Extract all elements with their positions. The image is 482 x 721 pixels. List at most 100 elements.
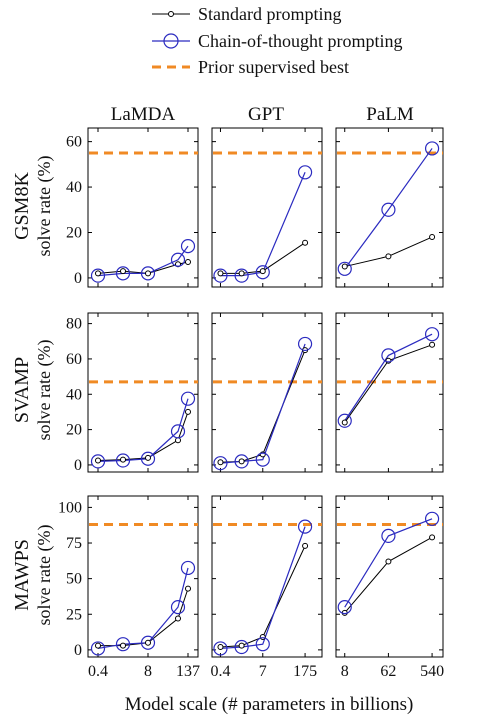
column-title-palm: PaLM (366, 104, 414, 125)
cot-point (115, 266, 131, 281)
standard-point (120, 268, 126, 275)
cot-point (170, 600, 186, 615)
standard-point (185, 585, 191, 592)
x-tick-label: 0.4 (210, 663, 230, 680)
panel-gsm8k-palm (335, 127, 444, 288)
cot-series-line (220, 343, 306, 464)
legend-prior-label: Prior supervised best (198, 57, 349, 77)
cot-point (424, 141, 440, 156)
panel-frame (87, 495, 199, 658)
legend-cot-marker (163, 33, 179, 49)
standard-point (259, 634, 266, 641)
cot-point (213, 268, 228, 283)
standard-series-line (220, 242, 306, 274)
x-tick-label: 7 (259, 663, 267, 680)
standard-point (185, 408, 191, 415)
cot-point (424, 327, 440, 342)
x-tick-label: 540 (420, 663, 444, 680)
standard-point (385, 253, 392, 260)
cot-point (213, 641, 228, 656)
standard-point (217, 644, 224, 651)
x-tick-label: 62 (380, 663, 396, 680)
legend-standard-marker (168, 11, 174, 17)
cot-point (90, 454, 106, 469)
standard-point (145, 454, 151, 461)
standard-point (429, 341, 436, 348)
y-tick-label: 75 (66, 535, 82, 552)
x-tick-label: 8 (341, 663, 349, 680)
row-ylabel-gsm8k: solve rate (%) (34, 156, 55, 257)
cot-series-line (97, 398, 189, 462)
cot-point (255, 637, 270, 652)
column-title-lamda: LaMDA (111, 104, 176, 125)
cot-point (381, 348, 396, 363)
standard-point (145, 639, 151, 646)
cot-point (180, 239, 196, 254)
panel-frame (335, 312, 444, 473)
standard-point (341, 263, 348, 270)
y-tick-label: 60 (66, 351, 82, 368)
standard-point (95, 270, 101, 277)
standard-point (429, 534, 436, 541)
panel-frame (87, 127, 199, 288)
cot-point (297, 336, 313, 352)
standard-point (341, 419, 348, 426)
standard-point (120, 456, 126, 463)
panel-svamp-lamda: 0 20 40 60 80 (66, 312, 199, 474)
panels-group: 0 20 40 60 0 20 40 60 80 0 25 50 75 100 0.4 8 137 0.4 7 175… (58, 127, 444, 680)
cot-series-line (220, 526, 306, 650)
panel-mawps-lamda: 0 25 50 75 100 0.4 8 137 (58, 495, 200, 680)
cot-point (180, 560, 196, 576)
cot-point (115, 637, 131, 652)
legend-cot-label: Chain-of-thought prompting (198, 31, 402, 51)
cot-point (180, 391, 196, 406)
cot-point (297, 519, 313, 534)
cot-point (337, 413, 352, 428)
standard-point (238, 270, 245, 277)
cot-point (90, 268, 106, 283)
y-tick-label: 40 (66, 179, 82, 196)
cot-point (140, 266, 156, 281)
y-tick-label: 20 (66, 422, 82, 439)
cot-point (213, 456, 228, 471)
standard-series-line (98, 588, 189, 647)
standard-series-line (220, 349, 306, 463)
standard-point (217, 270, 224, 277)
y-tick-label: 80 (66, 316, 82, 333)
panel-mawps-palm: 8 62 540 (335, 495, 444, 680)
cot-series-line (97, 245, 189, 277)
standard-point (185, 259, 191, 266)
standard-point (120, 642, 126, 649)
y-tick-label: 25 (66, 606, 82, 623)
row-title-mawps: MAWPS (11, 539, 33, 611)
cot-point (170, 252, 186, 267)
y-tick-label: 0 (74, 270, 82, 287)
standard-series-line (97, 261, 189, 274)
x-tick-label: 8 (144, 663, 152, 680)
cot-point (381, 528, 396, 543)
standard-point (95, 642, 101, 649)
standard-point (259, 268, 266, 275)
cot-point (90, 641, 106, 656)
row-title-svamp: SVAMP (11, 357, 33, 423)
y-tick-label: 50 (66, 571, 82, 588)
cot-point (424, 511, 440, 526)
panel-gsm8k-lamda: 0 20 40 60 (66, 127, 199, 288)
column-title-gpt: GPT (248, 104, 284, 125)
panel-frame (87, 312, 199, 473)
cot-point (115, 453, 131, 468)
standard-point (145, 270, 151, 277)
panel-frame (335, 127, 444, 288)
x-tick-label: 137 (176, 663, 200, 680)
cot-point (234, 454, 249, 469)
cot-point (140, 451, 156, 466)
row-ylabel-svamp: solve rate (%) (34, 340, 55, 441)
y-tick-label: 60 (66, 134, 82, 151)
cot-point (234, 639, 249, 655)
row-ylabel-mawps: solve rate (%) (34, 525, 55, 626)
row-title-gsm8k: GSM8K (11, 172, 33, 240)
legend-standard-label: Standard prompting (198, 4, 341, 24)
x-tick-label: 0.4 (88, 663, 108, 680)
cot-series-line (344, 518, 433, 608)
